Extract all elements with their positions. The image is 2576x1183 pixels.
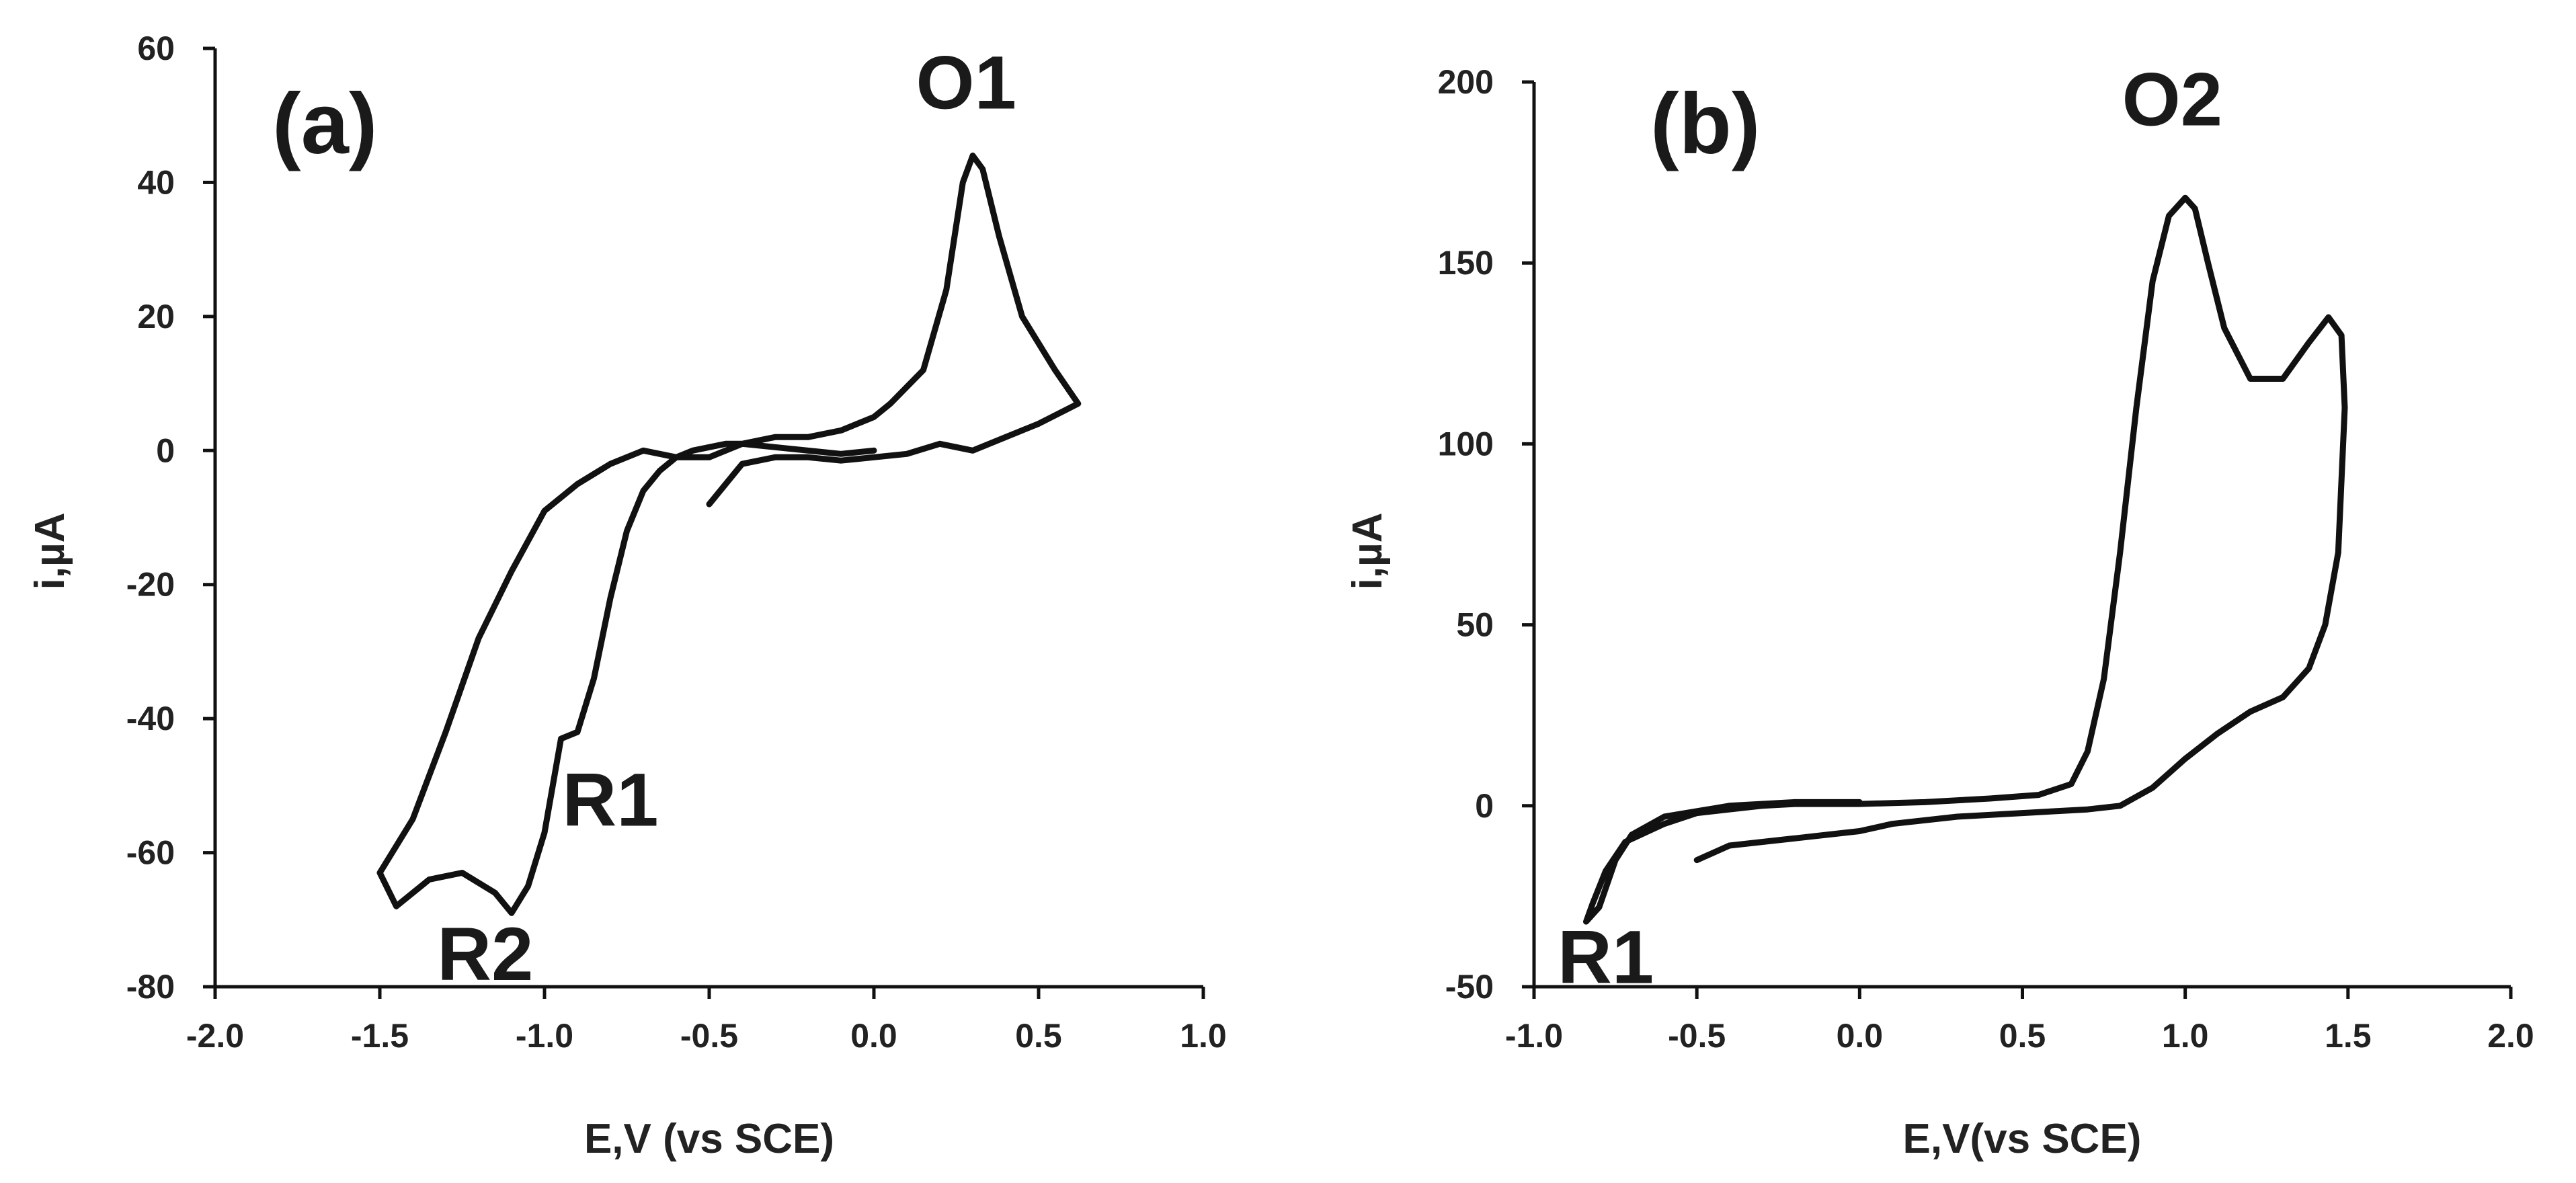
y-tick-label-a: -80 — [126, 968, 175, 1006]
x-tick-label-b: 2.0 — [2487, 1017, 2534, 1055]
y-tick-label-a: -60 — [126, 834, 175, 872]
x-tick-label-a: -2.0 — [186, 1017, 244, 1055]
peak-label-o1-a: O1 — [916, 41, 1016, 125]
y-tick-label-a: 0 — [156, 432, 175, 469]
x-axis-title-a: E,V (vs SCE) — [584, 1116, 834, 1162]
y-tick-label-b: 200 — [1438, 63, 1494, 101]
y-tick-label-b: 50 — [1456, 606, 1494, 644]
x-tick-label-b: 1.0 — [2162, 1017, 2209, 1055]
y-tick-label-a: 20 — [137, 298, 175, 335]
x-tick-label-b: 1.5 — [2325, 1017, 2372, 1055]
x-axis-title-b: E,V(vs SCE) — [1903, 1116, 2142, 1162]
data-curve-a — [376, 153, 1082, 916]
x-tick-label-b: 0.0 — [1837, 1017, 1884, 1055]
x-tick-label-a: -0.5 — [680, 1017, 738, 1055]
y-tick-label-a: 40 — [137, 163, 175, 201]
x-tick-label-a: -1.0 — [516, 1017, 573, 1055]
x-tick-label-b: 0.5 — [1999, 1017, 2046, 1055]
x-tick-label-b: -1.0 — [1505, 1017, 1563, 1055]
peak-label-r2-a: R2 — [437, 912, 533, 996]
panel-label-b: (b) — [1650, 76, 1760, 172]
y-tick-label-a: -20 — [126, 566, 175, 604]
y-tick-label-b: -50 — [1445, 968, 1494, 1006]
x-tick-label-b: -0.5 — [1668, 1017, 1726, 1055]
x-tick-label-a: 0.5 — [1015, 1017, 1062, 1055]
peak-label-r1-a: R1 — [562, 758, 658, 842]
x-tick-label-a: 1.0 — [1180, 1017, 1227, 1055]
y-tick-label-a: -40 — [126, 700, 175, 737]
panel-label-a: (a) — [272, 76, 377, 172]
y-tick-label-a: 60 — [137, 30, 175, 67]
x-tick-label-a: 0.0 — [850, 1017, 897, 1055]
y-axis-title-b: i,µA — [1344, 513, 1391, 590]
peak-label-r1-b: R1 — [1558, 915, 1654, 1000]
y-axis-title-a: i,µA — [27, 513, 73, 590]
y-tick-label-b: 150 — [1438, 244, 1494, 282]
data-curve-b — [1583, 194, 2348, 925]
chart-panel-b: 200 150 100 50 0 -50 -1.0 -0.5 0.0 0.5 1.0 1.5 2.0 E,… — [1344, 58, 2534, 1162]
chart-panel-a: 60 40 20 0 -20 -40 -60 -80 -2.0 -1.5 -1.0 -0.5 0.0 0.… — [27, 30, 1227, 1162]
peak-label-o2-b: O2 — [2122, 58, 2222, 142]
x-tick-label-a: -1.5 — [351, 1017, 409, 1055]
y-tick-label-b: 100 — [1438, 425, 1494, 462]
y-tick-label-b: 0 — [1475, 787, 1494, 825]
